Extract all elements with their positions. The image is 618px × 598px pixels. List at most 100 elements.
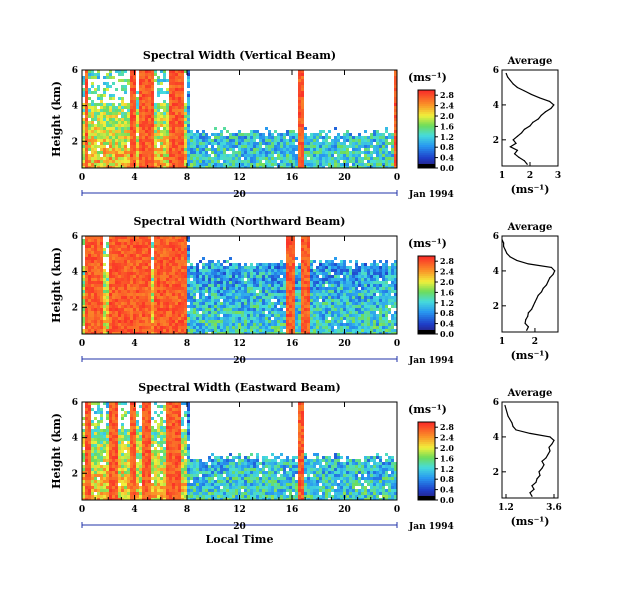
heatmap-cell	[295, 278, 298, 281]
heatmap-cell	[214, 278, 217, 281]
heatmap-cell	[118, 290, 121, 293]
heatmap-cell	[256, 311, 259, 314]
heatmap-cell	[262, 308, 265, 311]
heatmap-cell	[256, 154, 259, 157]
heatmap-cell	[364, 157, 367, 160]
heatmap-cell	[256, 308, 259, 311]
heatmap-cell	[337, 163, 340, 166]
heatmap-cell	[259, 332, 262, 334]
heatmap-cell	[256, 275, 259, 278]
heatmap-cell	[313, 281, 316, 284]
heatmap-cell	[91, 236, 94, 239]
heatmap-cell	[274, 281, 277, 284]
heatmap-cell	[271, 145, 274, 148]
heatmap-cell	[175, 136, 178, 139]
heatmap-cell	[340, 299, 343, 302]
profile-point	[512, 139, 514, 141]
heatmap-cell	[352, 163, 355, 166]
heatmap-cell	[280, 296, 283, 299]
heatmap-cell	[223, 269, 226, 272]
colorbar-swatch	[418, 310, 435, 314]
heatmap-cell	[169, 266, 172, 269]
heatmap-cell	[238, 148, 241, 151]
colorbar-swatch	[418, 314, 435, 317]
heatmap-cell	[229, 275, 232, 278]
heatmap-cell	[247, 154, 250, 157]
heatmap-cell	[184, 275, 187, 278]
heatmap-cell	[112, 133, 115, 136]
heatmap-cell	[238, 160, 241, 163]
heatmap-cell	[367, 269, 370, 272]
heatmap-cell	[142, 263, 145, 266]
heatmap-cell	[163, 266, 166, 269]
heatmap-cell	[277, 284, 280, 287]
heatmap-cell	[301, 115, 304, 118]
heatmap-cell	[322, 266, 325, 269]
heatmap-cell	[217, 326, 220, 329]
heatmap-cell	[175, 281, 178, 284]
heatmap-cell	[364, 163, 367, 166]
heatmap-cell	[271, 290, 274, 293]
heatmap-cell	[358, 290, 361, 293]
heatmap-cell	[181, 272, 184, 275]
heatmap-cell	[295, 296, 298, 299]
heatmap-cell	[235, 287, 238, 290]
heatmap-cell	[142, 323, 145, 326]
heatmap-cell	[241, 266, 244, 269]
heatmap-cell	[319, 148, 322, 151]
heatmap-cell	[145, 106, 148, 109]
heatmap-cell	[136, 121, 139, 124]
heatmap-cell	[331, 157, 334, 160]
heatmap-cell	[157, 91, 160, 94]
heatmap-cell	[331, 275, 334, 278]
colorbar-tick-label: 0.8	[440, 308, 454, 318]
heatmap-cell	[118, 97, 121, 100]
heatmap-cell	[175, 142, 178, 145]
heatmap-cell	[175, 109, 178, 112]
profile-point	[549, 100, 551, 103]
heatmap-cell	[259, 326, 262, 329]
heatmap-cell	[172, 88, 175, 91]
heatmap-cell	[391, 263, 394, 266]
heatmap-cell	[166, 278, 169, 281]
heatmap-cell	[337, 154, 340, 157]
heatmap-cell	[361, 166, 364, 168]
heatmap-cell	[253, 308, 256, 311]
heatmap-cell	[148, 239, 151, 242]
heatmap-cell	[259, 148, 262, 151]
chart-title: Spectral Width (Northward Beam)	[134, 215, 346, 228]
heatmap-cell	[118, 70, 121, 73]
heatmap-cell	[106, 242, 109, 245]
heatmap-cell	[172, 296, 175, 299]
colorbar-tick-label: 1.2	[440, 298, 454, 308]
heatmap-cell	[385, 305, 388, 308]
heatmap-cell	[253, 314, 256, 317]
heatmap-cell	[367, 284, 370, 287]
heatmap-cell	[88, 248, 91, 251]
heatmap-cell	[223, 317, 226, 320]
heatmap-cell	[178, 308, 181, 311]
heatmap-cell	[91, 133, 94, 136]
heatmap-cell	[151, 103, 154, 106]
heatmap-cell	[124, 151, 127, 154]
heatmap-cell	[136, 248, 139, 251]
x-tick-label: 4	[131, 173, 137, 183]
heatmap-cell	[82, 127, 85, 130]
heatmap-cell	[169, 290, 172, 293]
heatmap-cell	[124, 236, 127, 239]
heatmap-cell	[106, 332, 109, 334]
heatmap-cell	[358, 332, 361, 334]
heatmap-cell	[145, 130, 148, 133]
heatmap-cell	[133, 266, 136, 269]
heatmap-cell	[340, 281, 343, 284]
heatmap-cell	[145, 239, 148, 242]
heatmap-cell	[253, 332, 256, 334]
heatmap-cell	[154, 245, 157, 248]
heatmap-cell	[367, 290, 370, 293]
heatmap-cell	[85, 236, 88, 239]
heatmap-cell	[391, 163, 394, 166]
heatmap-cell	[319, 263, 322, 266]
heatmap-cell	[175, 323, 178, 326]
heatmap-cell	[154, 151, 157, 154]
heatmap-cell	[133, 91, 136, 94]
